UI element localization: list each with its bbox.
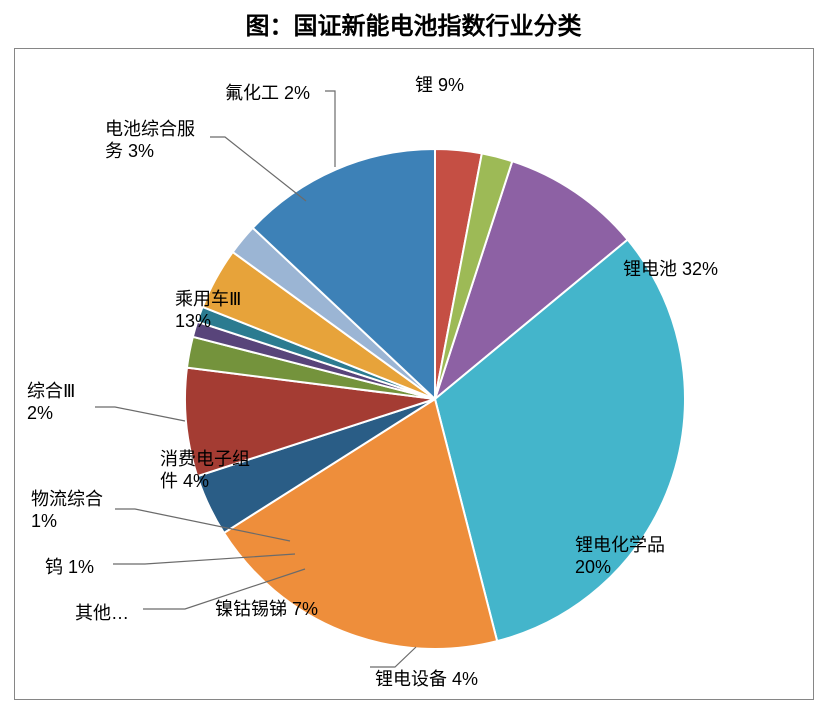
pie-label: 锂电设备 4% bbox=[375, 669, 478, 691]
pie-chart: 锂 9% 锂电池 32% 锂电化学品20% 锂电设备 4% 镍钴锡锑 7% 其他… 钨 1%… bbox=[14, 48, 814, 700]
leader-line bbox=[325, 91, 335, 167]
leader-line bbox=[95, 407, 185, 421]
pie-label: 乘用车Ⅲ13% bbox=[175, 289, 241, 332]
pie-label: 锂电池 32% bbox=[623, 259, 718, 281]
pie-label: 氟化工 2% bbox=[225, 83, 310, 105]
pie-label: 镍钴锡锑 7% bbox=[215, 599, 318, 621]
pie-label: 物流综合1% bbox=[31, 489, 103, 532]
pie-label: 钨 1% bbox=[45, 557, 94, 579]
pie-label: 综合Ⅲ2% bbox=[27, 381, 75, 424]
pie-label: 锂 9% bbox=[415, 75, 464, 97]
pie-label: 电池综合服务 3% bbox=[105, 119, 195, 162]
leader-line bbox=[210, 137, 306, 201]
pie-label: 锂电化学品20% bbox=[575, 535, 665, 578]
chart-title: 图：国证新能电池指数行业分类 bbox=[0, 6, 827, 41]
leader-line bbox=[370, 647, 416, 667]
pie-label: 消费电子组件 4% bbox=[160, 449, 250, 492]
page: 图：国证新能电池指数行业分类 锂 9% 锂电池 32% 锂电化学品20% 锂电设备 4… bbox=[0, 0, 827, 713]
pie-label: 其他… bbox=[75, 603, 129, 625]
